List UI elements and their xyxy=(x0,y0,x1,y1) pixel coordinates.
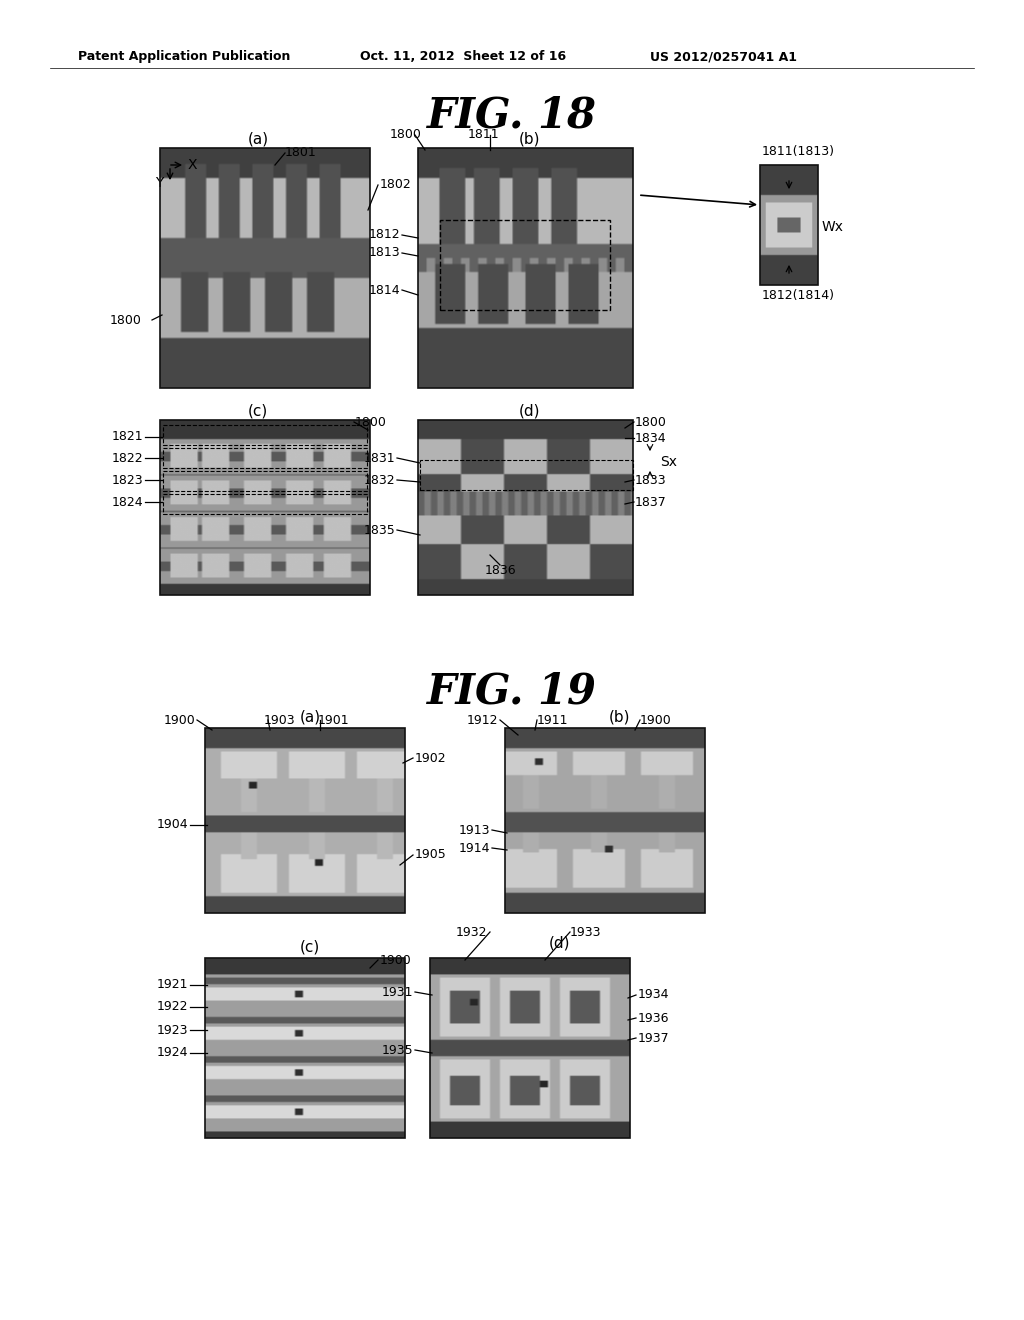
Text: 1821: 1821 xyxy=(112,430,143,444)
Text: 1900: 1900 xyxy=(640,714,672,726)
Text: 1822: 1822 xyxy=(112,451,143,465)
Text: (a): (a) xyxy=(299,710,321,725)
Bar xyxy=(420,459,633,490)
Text: 1922: 1922 xyxy=(157,1001,188,1014)
Bar xyxy=(163,471,367,491)
Text: 1812(1814): 1812(1814) xyxy=(762,289,835,301)
Bar xyxy=(505,729,705,913)
Text: 1802: 1802 xyxy=(380,178,412,191)
Text: FIG. 18: FIG. 18 xyxy=(427,95,597,137)
Text: 1902: 1902 xyxy=(415,751,446,764)
Text: 1923: 1923 xyxy=(157,1023,188,1036)
Text: 1935: 1935 xyxy=(381,1044,413,1056)
Text: 1932: 1932 xyxy=(456,925,487,939)
Text: US 2012/0257041 A1: US 2012/0257041 A1 xyxy=(650,50,797,63)
Text: 1931: 1931 xyxy=(382,986,413,998)
Text: (c): (c) xyxy=(248,403,268,418)
Text: (b): (b) xyxy=(609,710,631,725)
Text: (d): (d) xyxy=(519,403,541,418)
Text: X: X xyxy=(188,158,198,172)
Text: Patent Application Publication: Patent Application Publication xyxy=(78,50,291,63)
Text: 1912: 1912 xyxy=(467,714,498,726)
Text: 1936: 1936 xyxy=(638,1011,670,1024)
Text: 1800: 1800 xyxy=(355,416,387,429)
Text: 1811(1813): 1811(1813) xyxy=(762,145,835,158)
Bar xyxy=(430,958,630,1138)
Text: 1800: 1800 xyxy=(110,314,142,326)
Bar xyxy=(440,220,610,310)
Bar xyxy=(205,958,406,1138)
Bar xyxy=(163,447,367,469)
Text: Wx: Wx xyxy=(822,220,844,234)
Text: 1900: 1900 xyxy=(380,953,412,966)
Text: (d): (d) xyxy=(549,935,570,950)
Text: 1937: 1937 xyxy=(638,1031,670,1044)
Text: 1833: 1833 xyxy=(635,474,667,487)
Text: FIG. 19: FIG. 19 xyxy=(427,671,597,711)
Text: 1814: 1814 xyxy=(369,284,400,297)
Text: 1813: 1813 xyxy=(369,247,400,260)
Text: 1811: 1811 xyxy=(468,128,500,141)
Text: 1934: 1934 xyxy=(638,989,670,1002)
Text: (c): (c) xyxy=(300,940,321,954)
Text: 1904: 1904 xyxy=(157,818,188,832)
Text: 1824: 1824 xyxy=(112,495,143,508)
Text: Y: Y xyxy=(155,176,163,190)
Text: 1800: 1800 xyxy=(635,416,667,429)
Text: 1835: 1835 xyxy=(364,524,395,536)
Text: (a): (a) xyxy=(248,132,268,147)
Bar xyxy=(160,148,370,388)
Text: 1800: 1800 xyxy=(390,128,422,141)
Text: 1901: 1901 xyxy=(318,714,349,726)
Bar xyxy=(205,729,406,913)
Text: 1911: 1911 xyxy=(537,714,568,726)
Text: 1914: 1914 xyxy=(459,842,490,854)
Text: 1801: 1801 xyxy=(285,147,316,160)
Bar xyxy=(418,420,633,595)
Text: 1836: 1836 xyxy=(484,564,516,577)
Text: 1900: 1900 xyxy=(163,714,195,726)
Text: (b): (b) xyxy=(519,132,541,147)
Bar xyxy=(163,494,367,513)
Text: 1903: 1903 xyxy=(264,714,296,726)
Text: 1812: 1812 xyxy=(369,228,400,242)
Text: 1831: 1831 xyxy=(364,451,395,465)
Text: 1823: 1823 xyxy=(112,474,143,487)
Bar xyxy=(160,420,370,595)
Text: 1905: 1905 xyxy=(415,849,446,862)
Text: Sx: Sx xyxy=(660,455,677,469)
Text: 1921: 1921 xyxy=(157,978,188,991)
Text: 1837: 1837 xyxy=(635,495,667,508)
Bar xyxy=(418,148,633,388)
Text: Oct. 11, 2012  Sheet 12 of 16: Oct. 11, 2012 Sheet 12 of 16 xyxy=(360,50,566,63)
Text: 1834: 1834 xyxy=(635,432,667,445)
Text: 1933: 1933 xyxy=(570,925,601,939)
Text: 1913: 1913 xyxy=(459,824,490,837)
Text: 1832: 1832 xyxy=(364,474,395,487)
Text: 1924: 1924 xyxy=(157,1047,188,1060)
Bar xyxy=(760,165,818,285)
Bar xyxy=(163,425,367,445)
